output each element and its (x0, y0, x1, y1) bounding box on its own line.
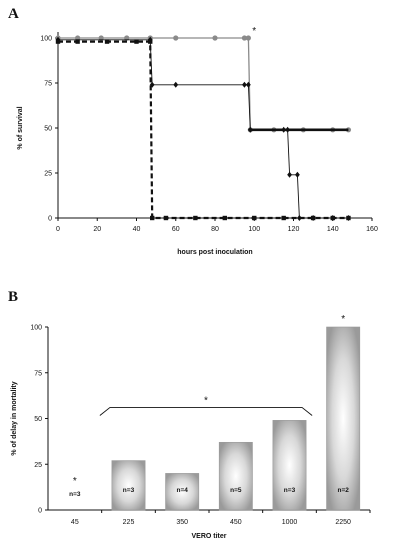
panel-a-y-tick-label: 75 (44, 81, 52, 88)
panel-a-y-tick-label: 100 (40, 36, 52, 43)
panel-a-data-point (241, 35, 248, 41)
panel-b-x-tick-label: 1000 (282, 519, 298, 526)
panel-b-axes: 0 25 50 75 100 45 225 350 450 1000 2250 (30, 325, 371, 526)
panel-b-n-label: n=4 (176, 487, 188, 494)
panel-b-annotations: * * * (73, 314, 345, 487)
panel-a-data-point (295, 171, 300, 178)
panel-b-y-tick-label: 75 (34, 370, 42, 377)
panel-a-data-point (150, 215, 155, 221)
panel-b-significance-star: * (341, 314, 345, 325)
panel-b-bars: n=3 n=3 n=4 n=5 n=3 n=2 (69, 326, 361, 511)
panel-b-x-tick-label: 450 (230, 519, 242, 526)
panel-a-data-point (98, 35, 104, 41)
panel-a-significance-star: * (252, 26, 256, 37)
panel-b-y-tick-label: 25 (34, 462, 42, 469)
panel-a-x-tick-label: 60 (172, 226, 180, 233)
panel-a-data-point (55, 39, 61, 44)
panel-a-data-point (75, 39, 80, 44)
panel-b-bar (111, 460, 146, 511)
panel-a-series (55, 35, 352, 221)
panel-a-annotations: * (252, 26, 256, 37)
panel-a-data-point (245, 81, 251, 88)
panel-a-x-tick-label: 20 (93, 226, 101, 233)
panel-a-data-point (222, 215, 228, 221)
panel-b-y-tick-label: 0 (38, 508, 42, 515)
panel-b-bracket (99, 407, 313, 416)
panel-a-data-point (310, 215, 316, 221)
panel-a-data-point (124, 35, 130, 41)
panel-b-y-tick-label: 50 (34, 416, 42, 423)
panel-a-series-line-3 (58, 40, 349, 220)
panel-a-x-tick-label: 140 (327, 226, 339, 233)
panel-b-bar (165, 473, 200, 511)
panel-letter-a: A (8, 6, 19, 22)
panel-b-y-tick-label: 100 (30, 325, 42, 332)
panel-a-x-tick-label: 0 (56, 226, 60, 233)
panel-b-bar (272, 420, 307, 511)
panel-b-n-label: n=3 (69, 491, 81, 498)
panel-a-data-point (346, 215, 351, 221)
panel-letter-b: B (8, 289, 18, 305)
panel-a-data-point (193, 215, 198, 221)
panel-b-n-label: n=3 (284, 487, 296, 494)
panel-a-series-line-0 (58, 37, 349, 131)
panel-b-significance-star: * (73, 476, 77, 487)
panel-a-axes: 0 25 50 75 100 0 20 40 60 80 100 120 140 160 (40, 32, 378, 233)
panel-b-y-axis-label: % of delay in mortality (11, 381, 18, 455)
panel-b-n-label: n=2 (337, 487, 349, 494)
panel-a-data-point (104, 39, 110, 44)
panel-b-x-tick-label: 2250 (335, 519, 351, 526)
panel-a-x-axis-label: hours post inoculation (177, 249, 252, 256)
panel-b-bar (326, 326, 361, 511)
panel-a-data-point (173, 81, 179, 88)
panel-a-y-tick-label: 50 (44, 126, 52, 133)
panel-a-data-point (281, 215, 286, 221)
panel-b-x-tick-label: 225 (123, 519, 135, 526)
panel-b-x-axis-label: VERO titer (191, 533, 226, 540)
panel-a-data-point (173, 35, 179, 41)
panel-a-y-axis-label: % of survival (17, 106, 24, 149)
panel-b-bar (218, 441, 253, 511)
panel-b-x-tick-label: 350 (176, 519, 188, 526)
panel-a-y-tick-label: 0 (48, 216, 52, 223)
panel-a-data-point (330, 215, 335, 221)
panel-b-x-tick-label: 45 (71, 519, 79, 526)
panel-a-y-tick-label: 25 (44, 171, 52, 178)
panel-a-x-tick-label: 80 (211, 226, 219, 233)
panel-a-survival-chart: 0 25 50 75 100 0 20 40 60 80 100 120 140 160 * hours … (17, 26, 378, 256)
panel-a-x-tick-label: 160 (366, 226, 378, 233)
panel-a-x-tick-label: 120 (288, 226, 300, 233)
panel-a-data-point (75, 35, 81, 41)
panel-a-x-tick-label: 40 (133, 226, 141, 233)
panel-a-data-point (242, 81, 247, 88)
panel-b-n-label: n=5 (230, 487, 242, 494)
panel-a-data-point (163, 215, 169, 221)
panel-a-data-point (148, 39, 153, 44)
panel-a-data-point (245, 35, 251, 41)
panel-a-data-point (212, 35, 218, 41)
panel-b-n-label: n=3 (123, 487, 135, 494)
panel-a-data-point (287, 171, 292, 178)
panel-a-data-point (296, 215, 302, 221)
panel-a-data-point (134, 39, 139, 44)
panel-a-data-point (252, 215, 257, 221)
panel-b-significance-star: * (204, 396, 208, 407)
panel-a-x-tick-label: 100 (248, 226, 260, 233)
